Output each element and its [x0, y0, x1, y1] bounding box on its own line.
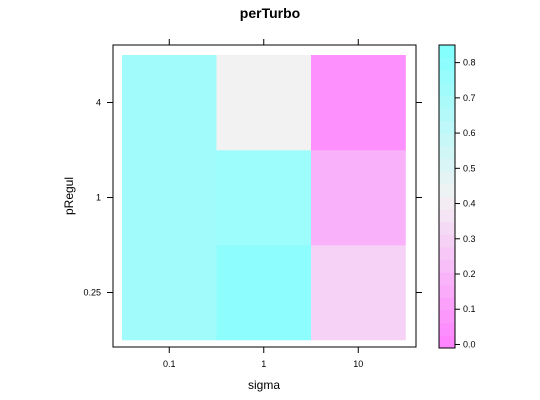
x-tick-label: 1: [261, 359, 266, 369]
colorbar-tick-label: 0.4: [463, 199, 476, 209]
colorbar-tick-label: 0.2: [463, 269, 476, 279]
colorbar-band: [439, 310, 455, 324]
colorbar-tick-label: 0.6: [463, 128, 476, 138]
colorbar-tick-label: 0.0: [463, 339, 476, 349]
colorbar-tick-label: 0.3: [463, 234, 476, 244]
heatmap-cell: [122, 150, 217, 246]
colorbar-band: [439, 221, 455, 235]
heatmap-cell: [311, 150, 406, 246]
colorbar-band: [439, 234, 455, 248]
colorbar-band: [439, 183, 455, 197]
colorbar-band: [439, 247, 455, 261]
colorbar-tick-label: 0.8: [463, 58, 476, 68]
x-axis-ticks: 0.1 1 10: [163, 39, 363, 369]
x-tick-label: 0.1: [163, 359, 176, 369]
colorbar-band: [439, 82, 455, 96]
heatmap-cell: [311, 245, 406, 341]
colorbar-band: [439, 259, 455, 273]
y-axis-label: pRegul: [62, 177, 76, 215]
heatmap-cell: [216, 150, 312, 246]
x-tick-label: 10: [353, 359, 363, 369]
colorbar-tick-label: 0.1: [463, 304, 476, 314]
colorbar: 0.0 0.1 0.2 0.3 0.4 0.5 0.6 0.7 0.8: [438, 44, 476, 349]
colorbar-band: [439, 297, 455, 311]
heatmap-cell: [216, 55, 312, 151]
colorbar-band: [439, 322, 455, 336]
colorbar-band: [439, 45, 455, 59]
chart-title: perTurbo: [240, 5, 300, 21]
y-axis-ticks: 0.25 1 4: [83, 98, 422, 298]
colorbar-band: [439, 57, 455, 71]
colorbar-band: [439, 335, 455, 349]
colorbar-frame: [438, 44, 456, 349]
colorbar-band: [439, 158, 455, 172]
colorbar-band: [439, 95, 455, 109]
colorbar-tick-label: 0.7: [463, 93, 476, 103]
colorbar-band: [439, 284, 455, 298]
heatmap-cell: [216, 245, 312, 341]
colorbar-band: [439, 171, 455, 185]
heatmap-cell: [122, 55, 217, 151]
y-tick-label: 0.25: [83, 288, 101, 298]
colorbar-band: [439, 133, 455, 147]
colorbar-tick-label: 0.5: [463, 163, 476, 173]
y-tick-label: 4: [96, 98, 101, 108]
colorbar-band: [439, 196, 455, 210]
colorbar-band: [439, 120, 455, 134]
heatmap-cell: [311, 55, 406, 151]
heatmap-cells: [122, 55, 406, 341]
colorbar-band: [439, 70, 455, 84]
colorbar-band: [439, 108, 455, 122]
colorbar-band: [439, 209, 455, 223]
y-tick-label: 1: [96, 193, 101, 203]
x-axis-label: sigma: [248, 378, 280, 392]
plot-frame: [112, 44, 417, 348]
colorbar-band: [439, 272, 455, 286]
heatmap-cell: [122, 245, 217, 341]
colorbar-band: [439, 146, 455, 160]
